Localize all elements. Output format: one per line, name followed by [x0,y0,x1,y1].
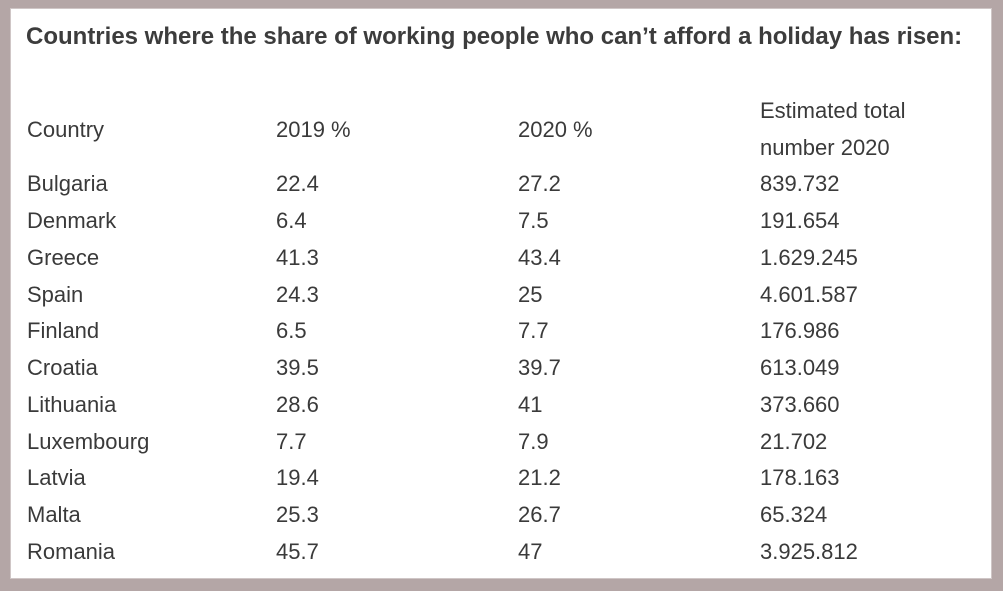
cell-total: 3.925.812 [760,539,858,564]
cell-2019: 22.4 [276,171,319,196]
header-2019: 2019 % [276,117,351,142]
cell-2019: 6.4 [276,208,307,233]
cell-2019: 6.5 [276,318,307,343]
cell-total: 373.660 [760,392,840,417]
cell-2019: 28.6 [276,392,319,417]
cell-2020: 7.7 [518,318,549,343]
cell-country: Croatia [27,355,98,380]
content-panel: Countries where the share of working peo… [10,8,992,579]
cell-2019: 45.7 [276,539,319,564]
cell-2019: 25.3 [276,502,319,527]
cell-country: Luxembourg [27,429,150,454]
cell-2020: 27.2 [518,171,561,196]
cell-country: Denmark [27,208,117,233]
cell-country: Finland [27,318,100,343]
cell-total: 176.986 [760,318,840,343]
cell-total: 1.629.245 [760,245,858,270]
cell-2019: 39.5 [276,355,319,380]
cell-2020: 41 [518,392,543,417]
cell-2020: 43.4 [518,245,561,270]
cell-country: Greece [27,245,100,270]
cell-2020: 39.7 [518,355,561,380]
cell-country: Spain [27,282,84,307]
cell-total: 178.163 [760,465,840,490]
header-country: Country [27,117,105,142]
cell-2019: 19.4 [276,465,319,490]
cell-2020: 26.7 [518,502,561,527]
header-estimated-line2: number 2020 [760,135,890,160]
cell-country: Malta [27,502,81,527]
cell-2019: 7.7 [276,429,307,454]
cell-country: Bulgaria [27,171,108,196]
cell-2020: 25 [518,282,543,307]
cell-2020: 7.9 [518,429,549,454]
cell-total: 4.601.587 [760,282,858,307]
cell-total: 613.049 [760,355,840,380]
cell-total: 65.324 [760,502,828,527]
cell-total: 839.732 [760,171,840,196]
header-estimated-line1: Estimated total [760,98,906,123]
cell-2020: 21.2 [518,465,561,490]
cell-2019: 41.3 [276,245,319,270]
header-2020: 2020 % [518,117,593,142]
page-title: Countries where the share of working peo… [26,23,963,50]
cell-total: 191.654 [760,208,840,233]
cell-total: 21.702 [760,429,828,454]
cell-2020: 7.5 [518,208,549,233]
cell-country: Lithuania [27,392,117,417]
cell-2020: 47 [518,539,543,564]
cell-2019: 24.3 [276,282,319,307]
cell-country: Latvia [27,465,86,490]
cell-country: Romania [27,539,116,564]
